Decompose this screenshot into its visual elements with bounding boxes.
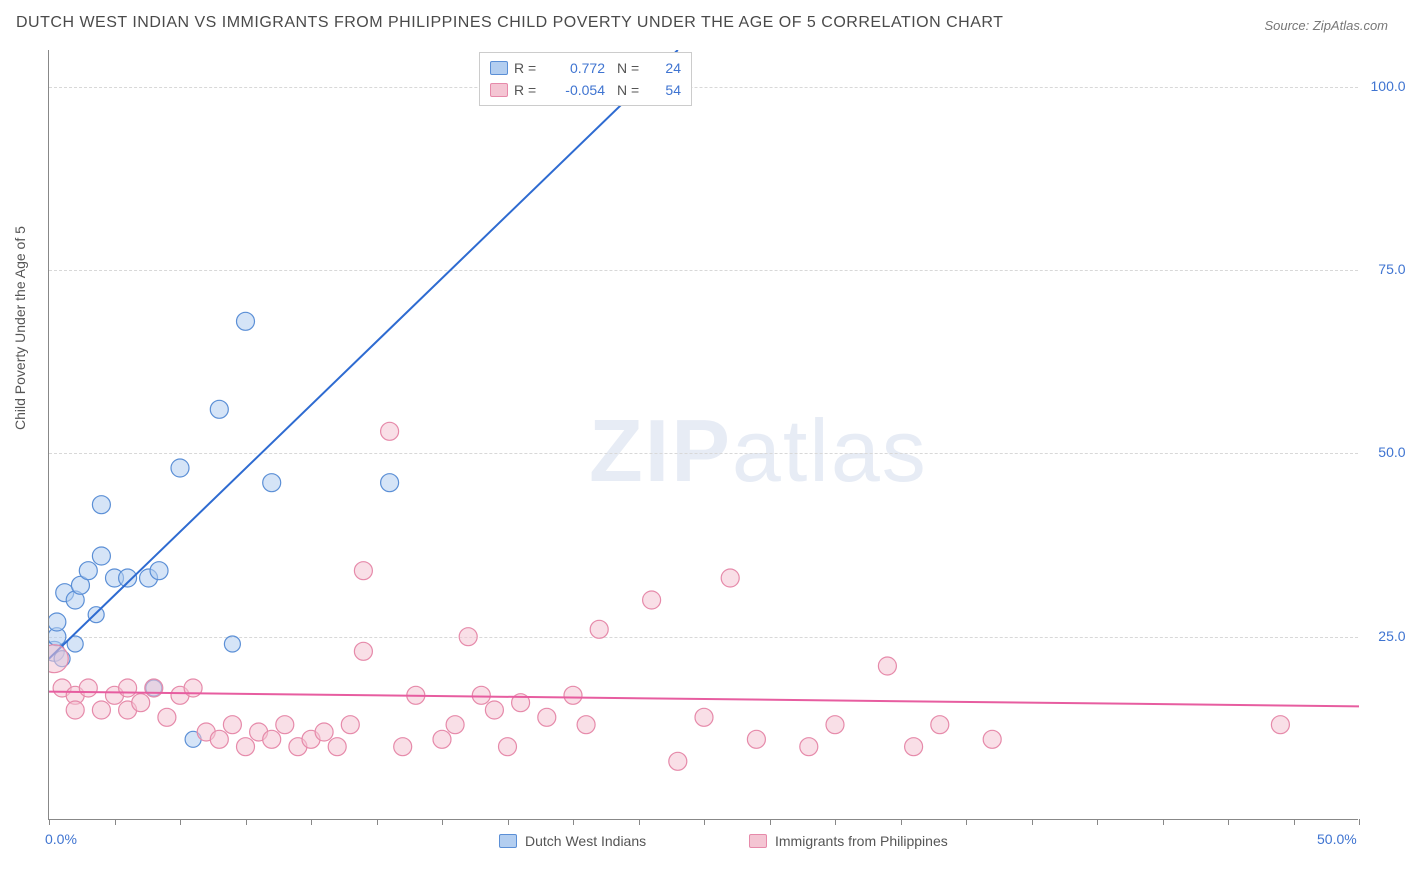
plot-area: ZIPatlas 25.0%50.0%75.0%100.0%0.0%50.0%R… xyxy=(48,50,1358,820)
legend-label: Immigrants from Philippines xyxy=(775,833,948,849)
data-point xyxy=(538,708,556,726)
data-point xyxy=(485,701,503,719)
x-tick xyxy=(1359,819,1360,825)
data-point xyxy=(878,657,896,675)
data-point xyxy=(669,752,687,770)
legend-label: Dutch West Indians xyxy=(525,833,646,849)
legend-swatch xyxy=(499,834,517,848)
data-point xyxy=(224,636,240,652)
legend-r-value: -0.054 xyxy=(550,82,605,98)
data-point xyxy=(66,701,84,719)
data-point xyxy=(446,716,464,734)
data-point xyxy=(315,723,333,741)
data-point xyxy=(223,716,241,734)
legend-r-value: 0.772 xyxy=(550,60,605,76)
legend-r-label: R = xyxy=(514,82,544,98)
data-point xyxy=(695,708,713,726)
data-point xyxy=(381,474,399,492)
data-point xyxy=(459,628,477,646)
data-point xyxy=(721,569,739,587)
data-point xyxy=(643,591,661,609)
data-point xyxy=(747,730,765,748)
data-point xyxy=(119,569,137,587)
data-point xyxy=(564,686,582,704)
legend-n-value: 54 xyxy=(651,82,681,98)
data-point xyxy=(394,738,412,756)
y-tick-label: 50.0% xyxy=(1363,444,1406,460)
data-point xyxy=(79,562,97,580)
data-point xyxy=(800,738,818,756)
data-point xyxy=(92,496,110,514)
data-point xyxy=(92,547,110,565)
legend-r-label: R = xyxy=(514,60,544,76)
data-point xyxy=(263,730,281,748)
data-point xyxy=(1271,716,1289,734)
legend-row: R = -0.054 N = 54 xyxy=(490,79,681,101)
data-point xyxy=(983,730,1001,748)
source-attribution: Source: ZipAtlas.com xyxy=(1264,18,1388,33)
correlation-legend: R = 0.772 N = 24 R = -0.054 N = 54 xyxy=(479,52,692,106)
data-point xyxy=(263,474,281,492)
y-tick-label: 75.0% xyxy=(1363,261,1406,277)
data-point xyxy=(381,422,399,440)
chart-svg xyxy=(49,50,1359,820)
data-point xyxy=(119,679,137,697)
legend-n-value: 24 xyxy=(651,60,681,76)
legend-n-label: N = xyxy=(617,60,645,76)
data-point xyxy=(79,679,97,697)
series-legend-item: Immigrants from Philippines xyxy=(749,833,948,849)
data-point xyxy=(276,716,294,734)
y-tick-label: 100.0% xyxy=(1363,78,1406,94)
data-point xyxy=(499,738,517,756)
data-point xyxy=(210,730,228,748)
data-point xyxy=(328,738,346,756)
data-point xyxy=(92,701,110,719)
data-point xyxy=(237,738,255,756)
data-point xyxy=(145,679,163,697)
data-point xyxy=(49,613,66,631)
data-point xyxy=(433,730,451,748)
data-point xyxy=(237,312,255,330)
x-tick-label: 0.0% xyxy=(45,831,77,847)
legend-row: R = 0.772 N = 24 xyxy=(490,57,681,79)
data-point xyxy=(931,716,949,734)
data-point xyxy=(472,686,490,704)
chart-title: DUTCH WEST INDIAN VS IMMIGRANTS FROM PHI… xyxy=(16,14,1003,32)
data-point xyxy=(171,459,189,477)
regression-line xyxy=(49,692,1359,707)
legend-swatch xyxy=(749,834,767,848)
data-point xyxy=(158,708,176,726)
data-point xyxy=(590,620,608,638)
legend-n-label: N = xyxy=(617,82,645,98)
x-tick-label: 50.0% xyxy=(1317,831,1357,847)
y-tick-label: 25.0% xyxy=(1363,628,1406,644)
data-point xyxy=(132,694,150,712)
data-point xyxy=(577,716,595,734)
data-point xyxy=(341,716,359,734)
legend-swatch xyxy=(490,61,508,75)
data-point xyxy=(210,400,228,418)
data-point xyxy=(826,716,844,734)
data-point xyxy=(354,642,372,660)
data-point xyxy=(150,562,168,580)
legend-swatch xyxy=(490,83,508,97)
data-point xyxy=(49,645,68,673)
data-point xyxy=(88,607,104,623)
data-point xyxy=(354,562,372,580)
series-legend-item: Dutch West Indians xyxy=(499,833,646,849)
y-axis-label: Child Poverty Under the Age of 5 xyxy=(12,226,28,430)
data-point xyxy=(905,738,923,756)
